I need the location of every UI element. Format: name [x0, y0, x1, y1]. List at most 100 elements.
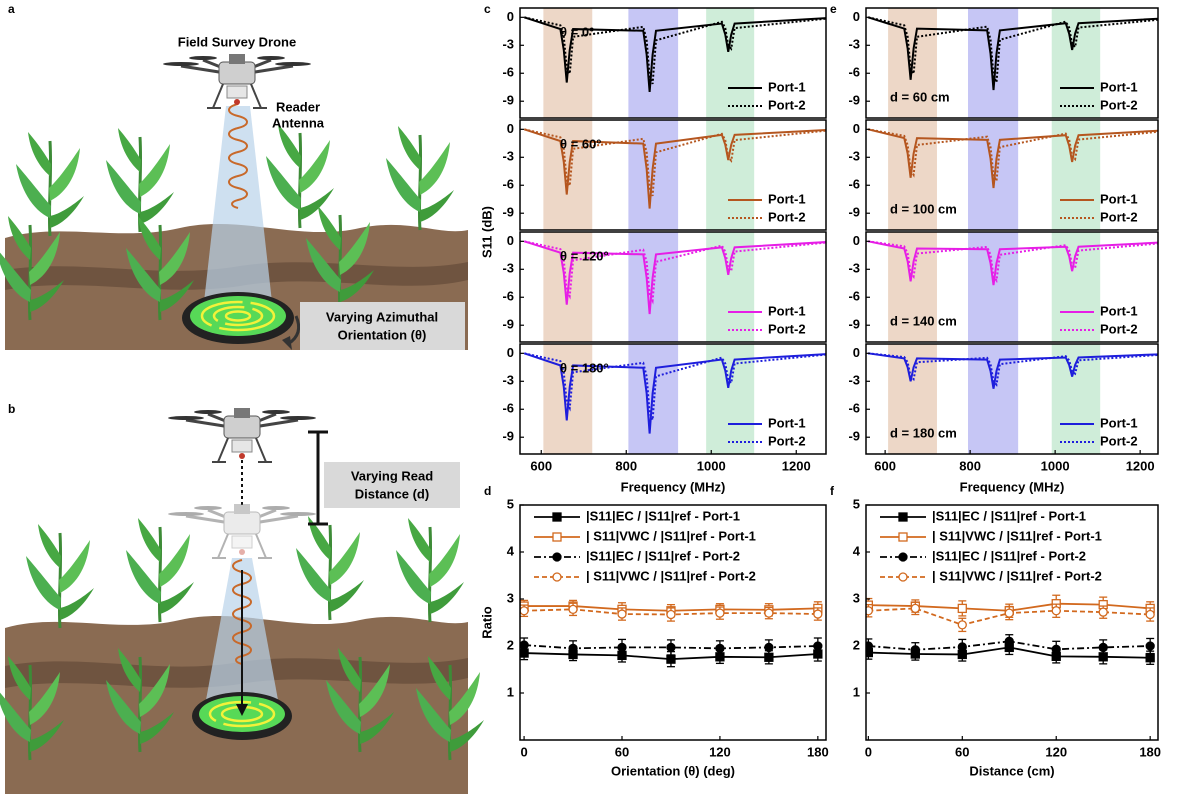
- plant: [14, 130, 86, 238]
- y-tick-label: -3: [848, 373, 860, 388]
- marker: [520, 640, 529, 650]
- band: [968, 344, 1019, 454]
- x-tick-label: 800: [959, 458, 981, 473]
- caption-box: [300, 302, 465, 350]
- marker: [568, 643, 578, 653]
- series-line: [524, 352, 826, 421]
- y-tick-label: 3: [507, 590, 514, 605]
- x-tick-label: 0: [520, 744, 527, 759]
- marker: [898, 552, 908, 562]
- series-line: [868, 352, 1158, 387]
- legend-label: |S11|EC / |S11|ref - Port-1: [586, 508, 740, 523]
- series-line: [524, 16, 826, 85]
- plot-frame: [865, 231, 1159, 343]
- marker: [568, 604, 578, 614]
- illustration-a: a Field Survey Drone Reader Antenna Vary…: [0, 2, 468, 350]
- x-axis-label: Orientation (θ) (deg): [611, 763, 735, 778]
- marker: [1051, 644, 1061, 654]
- antenna-label: Antenna: [272, 115, 325, 130]
- y-tick-label: 2: [853, 637, 860, 652]
- plot-area: [523, 232, 826, 342]
- y-tick-label: -6: [502, 289, 514, 304]
- x-tick-label: 1000: [1041, 458, 1070, 473]
- marker: [552, 572, 562, 582]
- plot-frame: [519, 119, 827, 231]
- y-tick-label: -6: [502, 177, 514, 192]
- beam: [204, 106, 272, 302]
- legend-label: Port-2: [768, 97, 806, 112]
- plot-area: [523, 120, 826, 230]
- legend-label: | S11|VWC / |S11|ref - Port-1: [586, 528, 756, 543]
- x-tick-label: 600: [874, 458, 896, 473]
- y-tick-label: -9: [848, 317, 860, 332]
- x-tick-label: 180: [1139, 744, 1161, 759]
- y-tick-label: 0: [507, 9, 514, 24]
- y-tick-label: -6: [502, 401, 514, 416]
- legend-label: Port-1: [768, 415, 806, 430]
- marker: [666, 609, 676, 620]
- marker: [1145, 641, 1155, 651]
- panel-label: b: [8, 402, 15, 416]
- x-tick-label: 1200: [1126, 458, 1155, 473]
- marker: [715, 643, 725, 653]
- marker: [957, 620, 967, 630]
- plot-area: [866, 594, 1155, 665]
- plot-area: [867, 120, 1158, 230]
- y-tick-label: -3: [848, 149, 860, 164]
- plant: [264, 122, 336, 230]
- legend-label: Port-1: [1100, 415, 1138, 430]
- legend-label: |S11|EC / |S11|ref - Port-2: [586, 548, 740, 563]
- marker: [813, 641, 823, 651]
- legend-label: Port-2: [768, 209, 806, 224]
- legend-label: Port-1: [768, 79, 806, 94]
- marker: [764, 608, 774, 618]
- band: [706, 120, 755, 230]
- y-axis-label: Ratio: [479, 606, 494, 639]
- marker: [764, 642, 774, 653]
- y-tick-label: 0: [507, 345, 514, 360]
- marker: [957, 642, 967, 652]
- series-line: [867, 352, 1158, 389]
- marker: [666, 654, 676, 664]
- plot-frame: [519, 504, 827, 741]
- legend-label: Port-1: [1100, 303, 1138, 318]
- plant: [24, 522, 96, 630]
- tag-ring: [212, 305, 264, 327]
- marker: [1004, 636, 1014, 646]
- plant: [124, 516, 196, 624]
- panel-label: e: [830, 2, 837, 16]
- y-tick-label: -9: [848, 93, 860, 108]
- x-tick-label: 60: [955, 744, 969, 759]
- band: [628, 344, 679, 454]
- panel-label: d: [484, 484, 491, 498]
- series-line: [524, 128, 826, 197]
- illustration-b: b Varying Read Distance (d): [0, 402, 486, 794]
- marker: [617, 642, 627, 653]
- legend-label: |S11|EC / |S11|ref - Port-1: [932, 508, 1086, 523]
- marker: [1145, 653, 1155, 663]
- plot-area: [523, 8, 826, 118]
- legend-label: Port-2: [1100, 97, 1138, 112]
- plot-area: [867, 344, 1158, 454]
- marker: [552, 532, 562, 542]
- x-tick-label: 600: [530, 458, 552, 473]
- y-tick-label: 0: [853, 121, 860, 136]
- y-tick-label: 0: [507, 121, 514, 136]
- band: [968, 8, 1019, 118]
- series-line: [524, 240, 826, 305]
- legend-label: Port-1: [768, 191, 806, 206]
- plot-frame: [865, 504, 1159, 741]
- band: [706, 8, 755, 118]
- caption: Distance (d): [355, 486, 429, 501]
- y-tick-label: -9: [502, 205, 514, 220]
- arrow-head: [282, 336, 292, 350]
- plant: [104, 126, 176, 234]
- marker: [520, 606, 529, 616]
- plant: [394, 516, 466, 624]
- marker: [666, 642, 676, 653]
- marker: [898, 572, 908, 582]
- legend-label: | S11|VWC / |S11|ref - Port-2: [932, 568, 1102, 583]
- band: [888, 232, 937, 342]
- plot-frame: [865, 119, 1159, 231]
- legend-label: |S11|EC / |S11|ref - Port-2: [932, 548, 1086, 563]
